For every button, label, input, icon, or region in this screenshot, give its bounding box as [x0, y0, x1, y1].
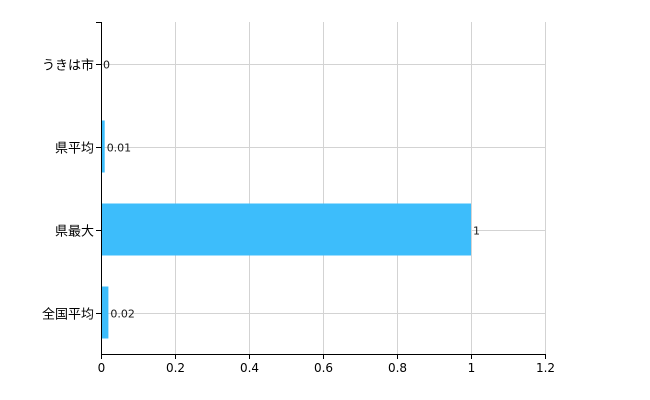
- data-label: 1: [473, 225, 480, 238]
- x-tick-label: 0.2: [166, 361, 185, 375]
- x-tick-label: 0.8: [388, 361, 407, 375]
- y-tick-label: 県平均: [55, 142, 94, 157]
- data-label: 0.02: [110, 308, 134, 321]
- x-tick-label: 0: [98, 361, 106, 375]
- data-label: 0.01: [107, 142, 132, 155]
- bar: [101, 120, 105, 173]
- y-tick-label: うきは市: [42, 58, 94, 74]
- x-tick-label: 0.6: [314, 361, 333, 375]
- y-tick-label: 全国平均: [42, 307, 94, 323]
- bar: [101, 286, 109, 339]
- data-label: 0: [103, 59, 110, 72]
- x-tick-label: 0.4: [240, 361, 259, 375]
- x-tick-label: 1: [468, 361, 476, 375]
- x-tick-label: 1.2: [536, 361, 555, 375]
- bar: [101, 203, 471, 256]
- y-tick-label: 県最大: [55, 225, 94, 240]
